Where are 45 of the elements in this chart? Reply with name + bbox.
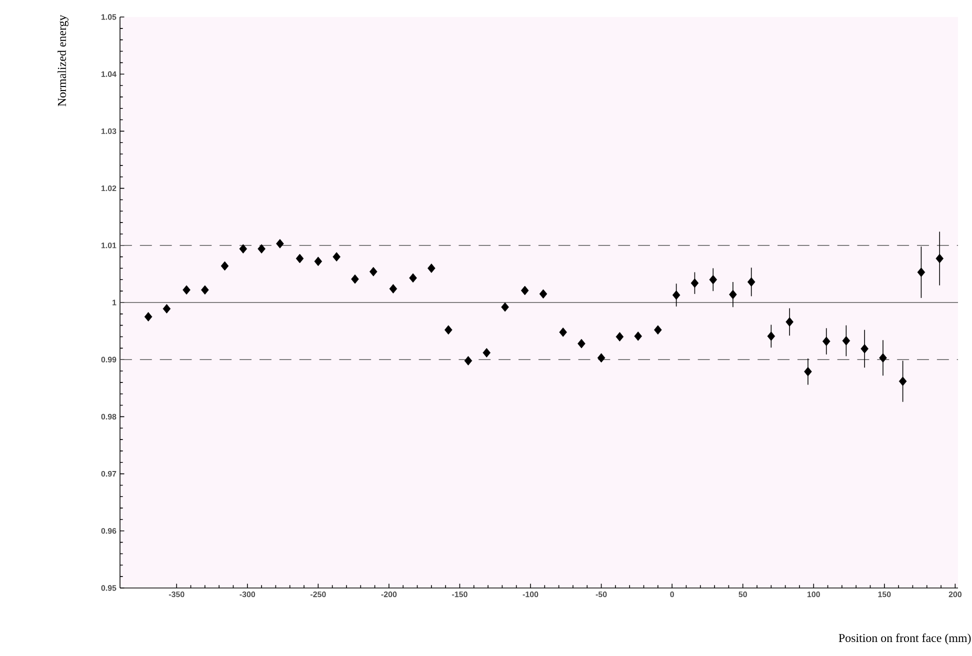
point xyxy=(898,376,907,386)
point xyxy=(747,277,756,287)
point xyxy=(389,284,398,294)
point xyxy=(634,332,642,341)
point xyxy=(409,273,417,283)
point xyxy=(182,285,190,295)
point xyxy=(276,239,284,248)
point xyxy=(860,344,868,354)
point xyxy=(690,278,699,288)
point xyxy=(879,353,887,363)
point xyxy=(786,317,794,327)
point xyxy=(332,252,340,262)
point xyxy=(144,312,152,322)
point xyxy=(520,286,529,296)
point xyxy=(917,268,926,277)
point xyxy=(616,332,624,342)
point xyxy=(842,336,850,346)
point xyxy=(296,254,304,264)
point xyxy=(597,353,606,363)
point xyxy=(822,336,830,346)
point xyxy=(654,325,662,335)
point xyxy=(482,348,491,358)
point xyxy=(559,328,567,337)
point xyxy=(369,266,378,276)
point xyxy=(672,290,680,300)
point xyxy=(936,254,944,264)
x-axis-title: Position on front face (mm) xyxy=(838,634,971,644)
point xyxy=(767,332,776,341)
y-axis-title: Normalized energy xyxy=(58,14,68,106)
point xyxy=(444,325,452,335)
point xyxy=(239,244,248,254)
point xyxy=(258,244,266,254)
point xyxy=(804,366,812,376)
point xyxy=(314,256,322,266)
point xyxy=(464,356,472,366)
point xyxy=(351,274,359,284)
point xyxy=(428,264,436,273)
point xyxy=(729,290,737,300)
point xyxy=(201,285,209,295)
point xyxy=(539,289,548,299)
point xyxy=(709,274,718,284)
point xyxy=(501,302,509,312)
point xyxy=(220,261,229,271)
point xyxy=(578,338,586,348)
point xyxy=(162,304,171,314)
